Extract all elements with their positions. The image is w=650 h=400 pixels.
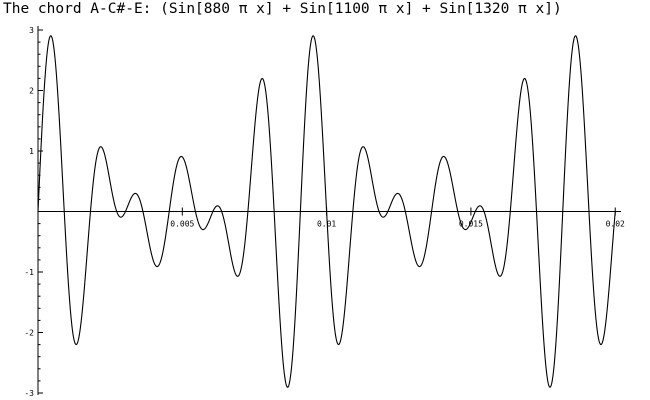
chart-title: The chord A-C#-E: (Sin[880 π x] + Sin[11… <box>3 1 562 17</box>
x-tick-label: 0.005 <box>170 220 194 229</box>
y-tick-label: 1 <box>29 147 34 156</box>
series-line <box>37 35 616 388</box>
y-tick-label: -2 <box>24 329 34 338</box>
y-tick-label: -1 <box>24 268 34 277</box>
y-tick-label: -3 <box>24 389 34 398</box>
y-tick-label: 3 <box>29 26 34 35</box>
y-ticks: -3 -2 -1 1 2 3 <box>24 26 43 398</box>
x-tick-label: 0.015 <box>459 220 483 229</box>
x-tick-label: 0.02 <box>606 220 625 229</box>
x-ticks: 0.005 0.01 0.015 0.02 <box>170 207 625 229</box>
x-tick-label: 0.01 <box>317 220 336 229</box>
y-tick-label: 2 <box>29 87 34 96</box>
